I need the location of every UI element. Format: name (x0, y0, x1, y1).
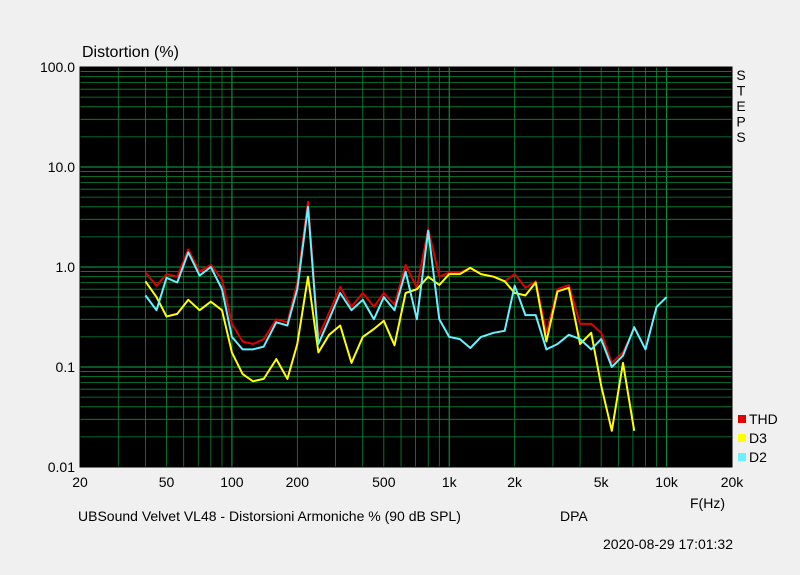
steps-letter: S (736, 129, 745, 145)
x-tick-label: 10k (655, 474, 679, 490)
y-tick-label: 100.0 (40, 59, 75, 75)
series-line-d2 (144, 205, 668, 368)
series-line-thd (144, 200, 636, 364)
chart-title: Distortion (%) (82, 44, 179, 61)
x-tick-label: 20 (72, 474, 88, 490)
legend-label: D3 (749, 430, 767, 446)
legend-swatch (738, 453, 746, 461)
timestamp: 2020-08-29 17:01:32 (603, 536, 733, 552)
chart-caption: UBSound Velvet VL48 - Distorsioni Armoni… (78, 508, 461, 524)
legend: THD D3 D2 (738, 411, 778, 465)
steps-letter: E (736, 98, 745, 114)
steps-letter: P (736, 114, 745, 130)
steps-letter: S (736, 67, 745, 83)
x-tick-label: 500 (372, 474, 396, 490)
y-tick-label: 0.01 (48, 459, 75, 475)
x-tick-label: 5k (594, 474, 610, 490)
legend-swatch (738, 415, 746, 423)
y-tick-label: 1.0 (56, 259, 76, 275)
x-tick-label: 100 (220, 474, 244, 490)
x-tick-label: 50 (159, 474, 175, 490)
legend-label: THD (749, 411, 778, 427)
mic-label: DPA (560, 508, 588, 524)
x-tick-label: 2k (507, 474, 523, 490)
x-tick-label: 200 (286, 474, 310, 490)
plot-border (79, 66, 733, 468)
steps-letter: T (737, 83, 746, 99)
y-tick-label: 10.0 (48, 159, 75, 175)
legend-swatch (738, 434, 746, 442)
series-layer (144, 200, 668, 432)
x-tick-label: 1k (442, 474, 458, 490)
legend-label: D2 (749, 449, 767, 465)
x-tick-label: 20k (721, 474, 745, 490)
y-tick-label: 0.1 (56, 359, 76, 375)
series-line-d3 (144, 266, 636, 432)
tick-labels: 20 50 100 200 500 1k 2k 5k 10k 20k 100.0 10.0 1.0 0.1… (40, 59, 744, 490)
x-axis-label: F(Hz) (690, 495, 725, 511)
